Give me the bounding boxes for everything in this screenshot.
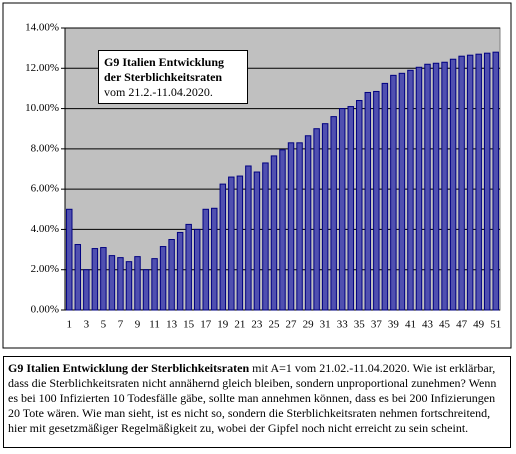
x-tick-label: 21 (234, 319, 245, 331)
bar (151, 258, 158, 311)
x-tick-label: 51 (490, 319, 501, 331)
y-tick-label: 6.00% (31, 183, 59, 195)
bar (338, 108, 346, 311)
bar (159, 246, 167, 311)
bar (262, 162, 269, 311)
x-tick-label: 9 (135, 319, 141, 331)
bar (279, 149, 286, 311)
y-tick-label: 2.00% (31, 263, 59, 275)
bar (475, 53, 482, 311)
bar (407, 69, 414, 311)
bar (117, 257, 124, 311)
x-tick-label: 23 (251, 319, 263, 331)
x-tick-label: 37 (371, 319, 383, 331)
x-tick-label: 49 (473, 319, 485, 331)
bar (381, 82, 389, 311)
note: G9 Italien Entwicklung der Sterblichkeit… (3, 356, 511, 448)
x-tick-label: 45 (439, 319, 451, 331)
bar (321, 123, 329, 311)
y-tick-label: 0.00% (31, 304, 59, 316)
bar (245, 165, 252, 311)
bar (458, 55, 465, 311)
x-tick-label: 33 (337, 319, 349, 331)
x-tick-label: 47 (456, 319, 468, 331)
y-tick-label: 10.00% (25, 102, 59, 114)
bar (74, 244, 82, 311)
note-text: mit A=1 vom 21.02.-11.04.2020. Wie ist e… (8, 361, 497, 435)
bar (219, 183, 227, 311)
bar (108, 255, 116, 311)
x-tick-label: 7 (118, 319, 124, 331)
x-tick-label: 35 (354, 319, 366, 331)
x-tick-label: 29 (303, 319, 315, 331)
bar (347, 106, 354, 311)
bar (492, 51, 499, 311)
annotation: G9 Italien Entwicklung der Sterblichkeit… (98, 50, 248, 104)
annotation-text: vom 21.2.-11.04.2020. (104, 85, 213, 99)
bar (356, 100, 363, 311)
x-tick-label: 43 (422, 319, 434, 331)
x-tick-label: 25 (268, 319, 280, 331)
bar (313, 128, 320, 311)
x-tick-label: 17 (200, 319, 212, 331)
bar (168, 239, 175, 311)
bar (270, 155, 278, 311)
x-tick-label: 15 (183, 319, 195, 331)
y-tick-label: 4.00% (31, 223, 59, 235)
x-tick-label: 5 (101, 319, 107, 331)
bar (364, 91, 372, 311)
bar (466, 54, 474, 311)
bar (415, 66, 423, 311)
bar (134, 256, 141, 311)
bar (83, 269, 90, 311)
bar (202, 208, 209, 311)
bar (228, 176, 235, 311)
bar (398, 72, 406, 311)
y-tick-label: 14.00% (25, 22, 59, 34)
annotation-title: G9 Italien Entwicklung der Sterblichkeit… (104, 55, 225, 84)
x-tick-label: 27 (286, 319, 298, 331)
x-tick-label: 39 (388, 319, 400, 331)
bar (193, 228, 201, 311)
bar (424, 63, 431, 311)
bar (211, 207, 218, 311)
x-tick-label: 3 (84, 319, 90, 331)
bar (100, 247, 107, 311)
bar (483, 52, 491, 311)
bar (330, 116, 337, 311)
bar (304, 135, 312, 311)
bar (287, 142, 295, 311)
bar (66, 208, 73, 311)
bar (91, 248, 99, 311)
bar (441, 61, 448, 311)
bar (432, 62, 440, 311)
x-tick-label: 1 (67, 319, 73, 331)
x-tick-label: 11 (149, 319, 160, 331)
bar (125, 261, 133, 311)
bar (449, 58, 457, 311)
x-tick-label: 41 (405, 319, 416, 331)
x-tick-label: 31 (320, 319, 331, 331)
x-tick-label: 19 (217, 319, 229, 331)
bar (253, 171, 261, 311)
bar (236, 175, 244, 311)
x-tick-label: 13 (166, 319, 178, 331)
bar (296, 142, 303, 311)
note-title: G9 Italien Entwicklung der Sterblichkeit… (8, 361, 250, 375)
bar (176, 231, 184, 311)
bar (142, 269, 150, 311)
y-tick-label: 8.00% (31, 142, 59, 154)
bar (185, 223, 192, 311)
bar (390, 74, 397, 311)
bar (373, 90, 380, 311)
y-tick-label: 12.00% (25, 62, 59, 74)
